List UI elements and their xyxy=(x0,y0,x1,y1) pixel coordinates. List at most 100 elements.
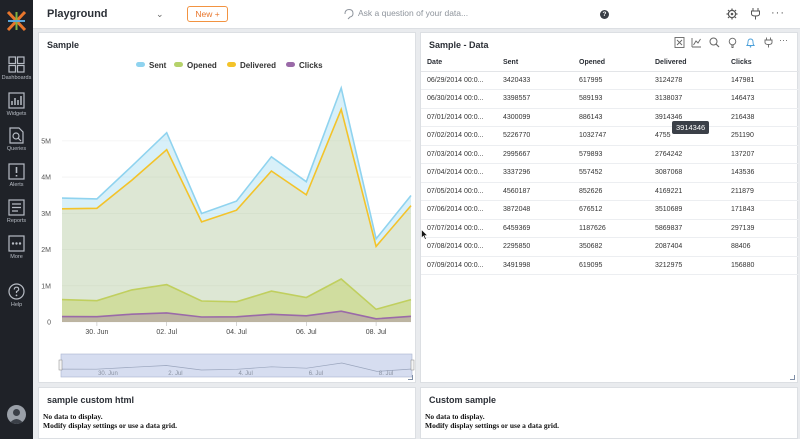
table-row[interactable]: 07/09/2014 00:0... 3491998 619095 3212975 15… xyxy=(421,256,799,275)
resize-handle[interactable] xyxy=(790,375,795,380)
legend-item-clicks[interactable]: Clicks xyxy=(286,61,323,70)
table-cell-clicks[interactable]: 297139 xyxy=(725,219,799,238)
table-cell-sent[interactable]: 3337296 xyxy=(497,163,573,183)
table-row[interactable]: 07/04/2014 00:0... 3337296 557452 3087068 14… xyxy=(421,163,799,183)
chart-icon[interactable] xyxy=(691,37,702,48)
ask-question-input[interactable]: Ask a question of your data... xyxy=(358,8,469,18)
table-cell-opened[interactable]: 619095 xyxy=(573,256,649,275)
table-cell-date[interactable]: 07/04/2014 00:0... xyxy=(421,163,497,183)
table-row[interactable]: 06/30/2014 00:0... 3398557 589193 3138037 14… xyxy=(421,89,799,109)
table-cell-sent[interactable]: 3420433 xyxy=(497,71,573,90)
column-header-clicks[interactable]: Clicks xyxy=(725,55,799,72)
table-row[interactable]: 07/07/2014 00:0... 6459369 1187626 5869837 2… xyxy=(421,219,799,238)
table-cell-delivered[interactable]: 3510689 xyxy=(649,200,725,220)
table-row[interactable]: 07/06/2014 00:0... 3872048 676512 3510689 17… xyxy=(421,200,799,220)
table-cell-clicks[interactable]: 211879 xyxy=(725,182,799,201)
logo-icon[interactable] xyxy=(6,10,27,32)
table-cell-clicks[interactable]: 147981 xyxy=(725,71,799,90)
table-cell-delivered[interactable]: 2764242 xyxy=(649,145,725,164)
sidebar-item-reports[interactable]: Reports xyxy=(0,199,33,224)
page-title[interactable]: Playground xyxy=(47,8,108,20)
sidebar-item-more[interactable]: More xyxy=(0,235,33,260)
table-cell-date[interactable]: 07/06/2014 00:0... xyxy=(421,200,497,220)
table-cell-delivered[interactable]: 3138037 xyxy=(649,89,725,109)
table-cell-opened[interactable]: 886143 xyxy=(573,108,649,127)
table-cell-date[interactable]: 07/08/2014 00:0... xyxy=(421,237,497,257)
new-button[interactable]: New + xyxy=(187,6,228,22)
table-row[interactable]: 07/01/2014 00:0... 4300099 886143 3914346 21… xyxy=(421,108,799,127)
table-row[interactable]: 06/29/2014 00:0... 3420433 617995 3124278 14… xyxy=(421,71,799,90)
legend-item-delivered[interactable]: Delivered xyxy=(227,61,276,70)
table-cell-clicks[interactable]: 251190 xyxy=(725,126,799,146)
table-cell-delivered[interactable]: 3087068 xyxy=(649,163,725,183)
table-row[interactable]: 07/08/2014 00:0... 2295850 350682 2087404 88… xyxy=(421,237,799,257)
table-cell-opened[interactable]: 557452 xyxy=(573,163,649,183)
table-cell-clicks[interactable]: 143536 xyxy=(725,163,799,183)
table-cell-sent[interactable]: 3398557 xyxy=(497,89,573,109)
table-cell-sent[interactable]: 3491998 xyxy=(497,256,573,275)
table-cell-sent[interactable]: 6459369 xyxy=(497,219,573,238)
table-cell-opened[interactable]: 350682 xyxy=(573,237,649,257)
table-cell-sent[interactable]: 5226770 xyxy=(497,126,573,146)
table-cell-opened[interactable]: 589193 xyxy=(573,89,649,109)
column-header-date[interactable]: Date xyxy=(421,55,497,72)
more-options-icon[interactable]: ··· xyxy=(771,7,785,19)
user-avatar[interactable] xyxy=(7,405,26,424)
table-cell-date[interactable]: 07/07/2014 00:0... xyxy=(421,219,497,238)
table-cell-opened[interactable]: 617995 xyxy=(573,71,649,90)
legend-item-opened[interactable]: Opened xyxy=(174,61,217,70)
bell-icon[interactable] xyxy=(745,37,756,48)
chevron-down-icon[interactable]: ⌄ xyxy=(156,9,164,19)
table-cell-date[interactable]: 07/03/2014 00:0... xyxy=(421,145,497,164)
table-row[interactable]: 07/03/2014 00:0... 2995667 579893 2764242 13… xyxy=(421,145,799,164)
column-header-delivered[interactable]: Delivered xyxy=(649,55,725,72)
column-header-sent[interactable]: Sent xyxy=(497,55,573,72)
table-cell-date[interactable]: 07/09/2014 00:0... xyxy=(421,256,497,275)
lightbulb-icon[interactable] xyxy=(727,37,738,48)
table-cell-clicks[interactable]: 156880 xyxy=(725,256,799,275)
table-cell-opened[interactable]: 1187626 xyxy=(573,219,649,238)
column-header-opened[interactable]: Opened xyxy=(573,55,649,72)
plug-icon[interactable] xyxy=(763,37,774,48)
table-cell-clicks[interactable]: 171843 xyxy=(725,200,799,220)
table-cell-delivered[interactable]: 2087404 xyxy=(649,237,725,257)
table-cell-sent[interactable]: 4300099 xyxy=(497,108,573,127)
table-cell-clicks[interactable]: 146473 xyxy=(725,89,799,109)
table-cell-delivered[interactable]: 4169221 xyxy=(649,182,725,201)
table-row[interactable]: 07/05/2014 00:0... 4560187 852626 4169221 21… xyxy=(421,182,799,201)
table-cell-date[interactable]: 07/02/2014 00:0... xyxy=(421,126,497,146)
table-cell-delivered[interactable]: 3124278 xyxy=(649,71,725,90)
sidebar-item-queries[interactable]: Queries xyxy=(0,127,33,152)
table-cell-opened[interactable]: 852626 xyxy=(573,182,649,201)
table-cell-sent[interactable]: 4560187 xyxy=(497,182,573,201)
table-cell-opened[interactable]: 579893 xyxy=(573,145,649,164)
table-cell-clicks[interactable]: 216438 xyxy=(725,108,799,127)
table-cell-opened[interactable]: 676512 xyxy=(573,200,649,220)
table-cell-delivered[interactable]: 5869837 xyxy=(649,219,725,238)
area-chart[interactable]: 0 1M 2M 3M 4M 5M 30. Jun 02. Jul 04. Jul 06. Jul 0… xyxy=(39,33,417,384)
table-cell-delivered[interactable]: 3212975 xyxy=(649,256,725,275)
sidebar-item-dashboards[interactable]: Dashboards xyxy=(0,56,33,81)
gear-icon[interactable] xyxy=(726,8,738,20)
sidebar-item-alerts[interactable]: Alerts xyxy=(0,163,33,188)
table-cell-opened[interactable]: 1032747 xyxy=(573,126,649,146)
more-options-icon[interactable]: ··· xyxy=(779,35,788,45)
resize-handle[interactable] xyxy=(408,375,413,380)
table-row[interactable]: 07/02/2014 00:0... 5226770 1032747 4755 2511… xyxy=(421,126,799,146)
table-cell-sent[interactable]: 2995667 xyxy=(497,145,573,164)
plug-icon[interactable] xyxy=(750,7,761,20)
table-cell-clicks[interactable]: 88406 xyxy=(725,237,799,257)
excel-export-icon[interactable] xyxy=(674,37,685,48)
table-cell-date[interactable]: 07/01/2014 00:0... xyxy=(421,108,497,127)
sidebar-item-help[interactable]: Help xyxy=(0,283,33,308)
table-cell-date[interactable]: 06/30/2014 00:0... xyxy=(421,89,497,109)
search-icon[interactable] xyxy=(709,37,720,48)
table-cell-date[interactable]: 07/05/2014 00:0... xyxy=(421,182,497,201)
table-cell-clicks[interactable]: 137207 xyxy=(725,145,799,164)
table-cell-date[interactable]: 06/29/2014 00:0... xyxy=(421,71,497,90)
legend-item-sent[interactable]: Sent xyxy=(136,61,166,70)
table-cell-sent[interactable]: 2295850 xyxy=(497,237,573,257)
sidebar-item-widgets[interactable]: Widgets xyxy=(0,92,33,117)
help-icon[interactable]: ? xyxy=(600,10,609,19)
table-cell-sent[interactable]: 3872048 xyxy=(497,200,573,220)
